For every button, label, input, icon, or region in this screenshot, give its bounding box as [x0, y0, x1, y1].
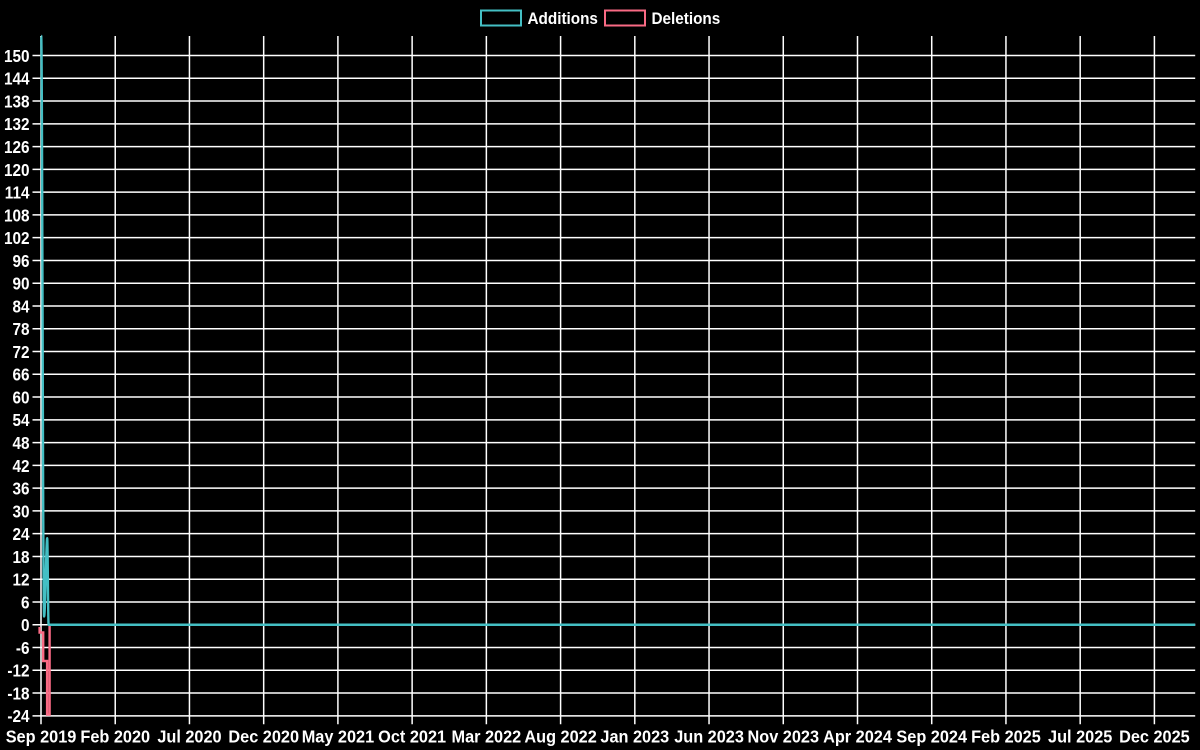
svg-text:42: 42	[12, 457, 29, 476]
svg-text:138: 138	[4, 93, 30, 112]
svg-text:60: 60	[12, 389, 29, 408]
svg-text:Additions: Additions	[528, 11, 599, 29]
svg-text:72: 72	[12, 343, 29, 362]
svg-text:90: 90	[12, 275, 29, 294]
svg-text:66: 66	[12, 366, 29, 385]
svg-text:6: 6	[21, 593, 30, 612]
svg-text:Apr 2024: Apr 2024	[823, 727, 892, 747]
svg-text:114: 114	[5, 184, 30, 203]
svg-text:Mar 2022: Mar 2022	[452, 727, 522, 747]
svg-text:Sep 2019: Sep 2019	[6, 727, 77, 747]
svg-text:May 2021: May 2021	[302, 727, 374, 747]
svg-text:-6: -6	[16, 639, 30, 658]
svg-text:Sep 2024: Sep 2024	[896, 727, 967, 747]
svg-text:36: 36	[12, 480, 29, 499]
svg-text:24: 24	[12, 525, 30, 544]
svg-text:-12: -12	[7, 662, 29, 681]
svg-text:Jan 2023: Jan 2023	[600, 727, 669, 747]
svg-text:96: 96	[12, 252, 29, 271]
svg-text:Dec 2025: Dec 2025	[1119, 727, 1190, 747]
svg-text:Dec 2020: Dec 2020	[228, 727, 299, 747]
svg-text:132: 132	[4, 115, 30, 134]
svg-text:Feb 2025: Feb 2025	[971, 727, 1041, 747]
svg-text:108: 108	[4, 206, 30, 225]
svg-text:150: 150	[4, 47, 30, 66]
svg-text:Oct 2021: Oct 2021	[378, 727, 446, 747]
svg-text:84: 84	[12, 297, 30, 316]
svg-text:120: 120	[4, 161, 30, 180]
svg-text:Nov 2023: Nov 2023	[748, 727, 820, 747]
svg-text:Aug 2022: Aug 2022	[524, 727, 596, 747]
svg-text:54: 54	[12, 411, 30, 430]
svg-text:Jul 2025: Jul 2025	[1048, 727, 1112, 747]
svg-text:102: 102	[4, 229, 30, 248]
svg-text:Deletions: Deletions	[652, 11, 721, 29]
svg-text:30: 30	[12, 502, 29, 521]
svg-text:Jul 2020: Jul 2020	[157, 727, 221, 747]
svg-text:Jun 2023: Jun 2023	[674, 727, 744, 747]
svg-text:18: 18	[12, 548, 29, 567]
svg-text:48: 48	[12, 434, 29, 453]
svg-text:0: 0	[21, 616, 30, 635]
svg-text:144: 144	[4, 70, 30, 89]
svg-text:12: 12	[12, 571, 29, 590]
svg-text:-18: -18	[7, 685, 29, 704]
svg-text:Feb 2020: Feb 2020	[80, 727, 150, 747]
svg-text:-24: -24	[7, 707, 30, 726]
svg-text:78: 78	[12, 320, 29, 339]
svg-text:126: 126	[4, 138, 30, 157]
